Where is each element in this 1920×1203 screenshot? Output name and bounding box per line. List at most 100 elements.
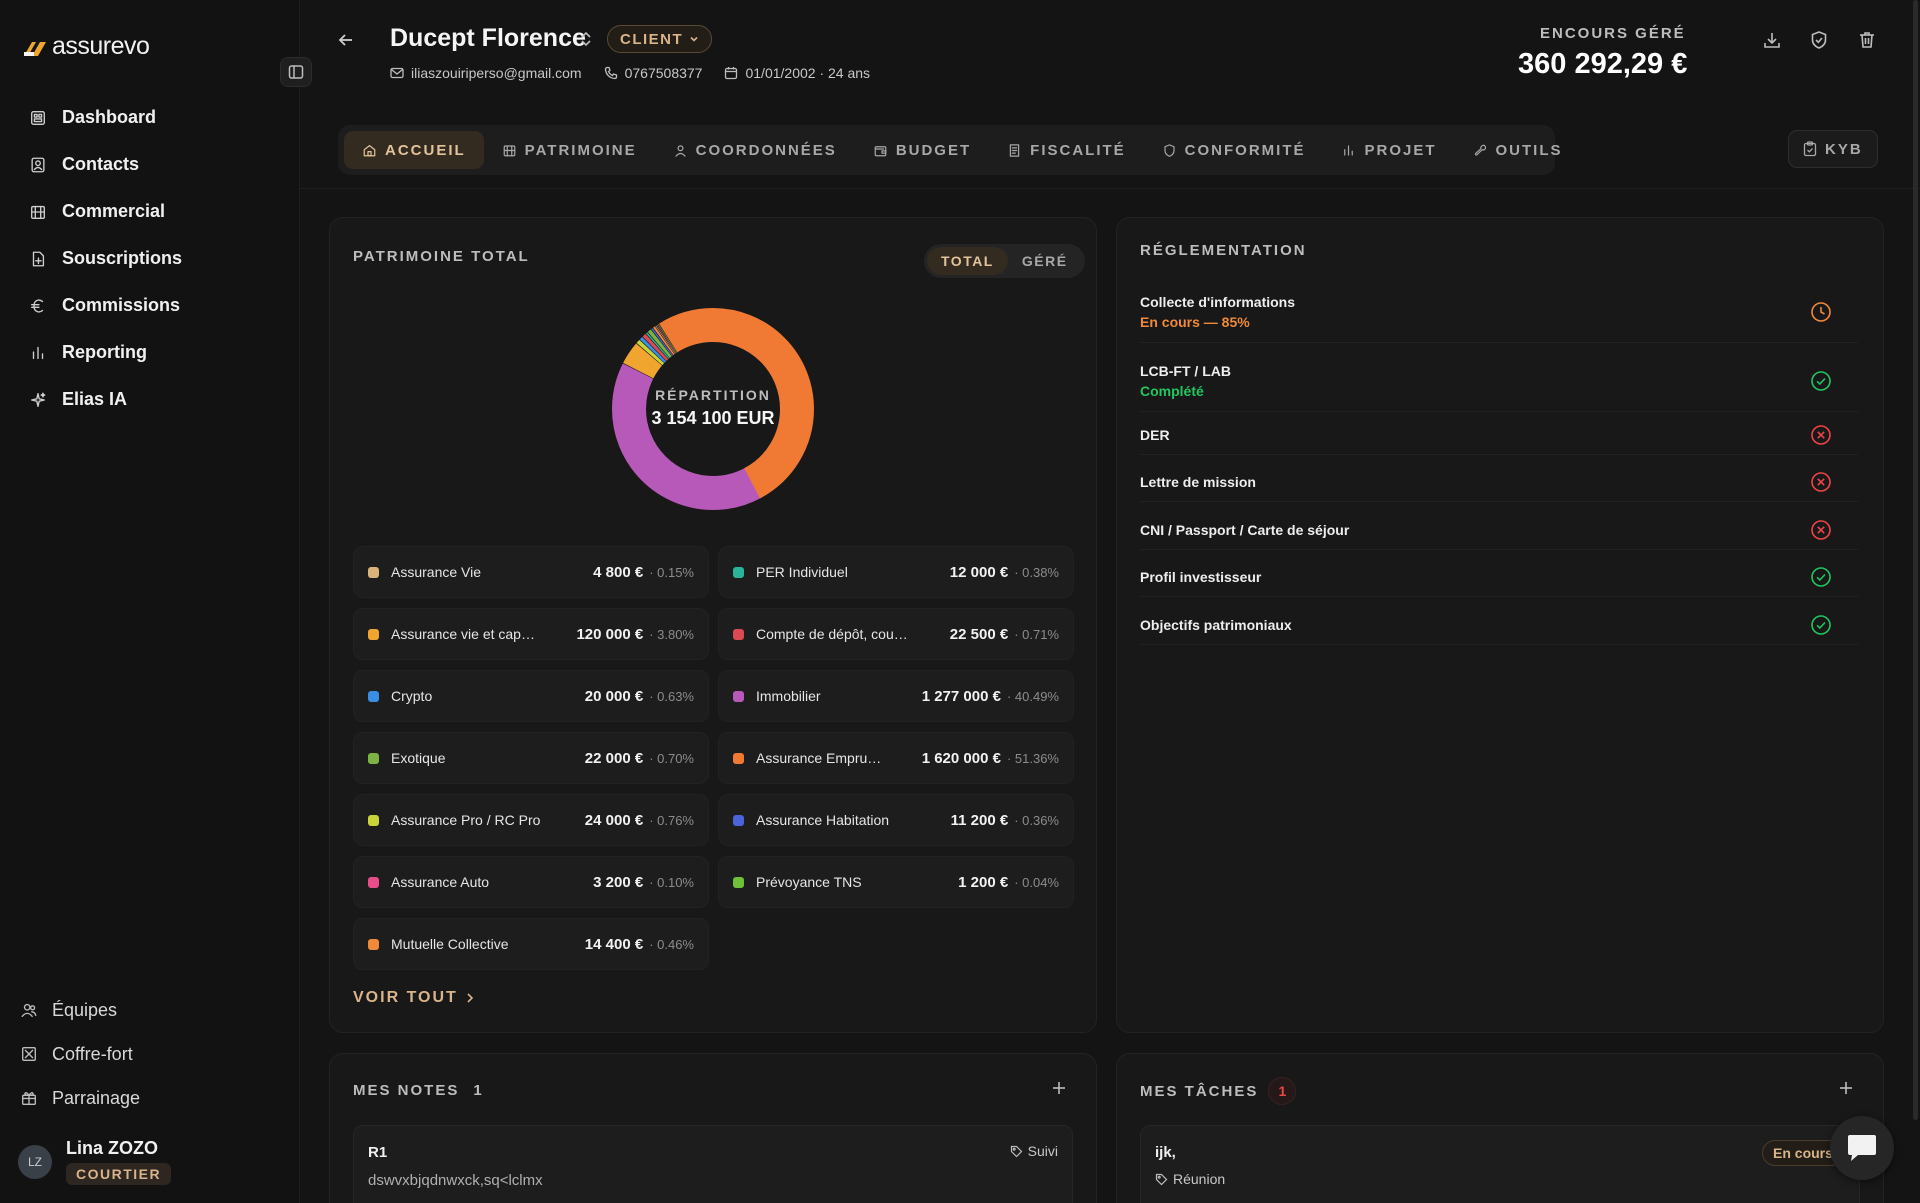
building-icon xyxy=(28,202,48,222)
reglementation-item[interactable]: Lettre de mission xyxy=(1140,462,1858,502)
asset-row[interactable]: Prévoyance TNS 1 200 € · 0.04% xyxy=(718,856,1074,908)
asset-percent: · 0.10% xyxy=(649,874,694,890)
sidebar-item-commercial[interactable]: Commercial xyxy=(24,188,284,235)
donut-slice[interactable] xyxy=(612,308,814,510)
asset-row[interactable]: Assurance Vie 4 800 € · 0.15% xyxy=(353,546,709,598)
tab-7[interactable]: PROJET xyxy=(1323,131,1454,169)
sparkles-icon xyxy=(31,392,46,407)
asset-percent: · 0.63% xyxy=(649,688,694,704)
asset-percent: · 0.76% xyxy=(649,812,694,828)
asset-row[interactable]: Assurance Habitation 11 200 € · 0.36% xyxy=(718,794,1074,846)
asset-color-dot xyxy=(733,628,744,640)
sidebar-item-dashboard[interactable]: Dashboard xyxy=(24,94,284,141)
asset-percent: · 0.15% xyxy=(649,564,694,580)
reglementation-item[interactable]: Profil investisseur xyxy=(1140,557,1858,597)
contacts-icon xyxy=(31,157,45,172)
asset-value: 11 200 € xyxy=(950,811,1009,829)
toggle-total[interactable]: TOTAL xyxy=(927,247,1008,275)
task-item[interactable]: ijk, Réunion xyxy=(1140,1125,1860,1203)
tab-label: BUDGET xyxy=(895,141,972,159)
file-plus-icon xyxy=(32,251,45,266)
add-task-button[interactable] xyxy=(1838,1080,1854,1096)
asset-value: 3 200 € xyxy=(593,873,644,891)
asset-name: Crypto xyxy=(391,688,433,704)
client-phone[interactable]: 0767508377 xyxy=(604,65,702,81)
sidebar-item-contacts[interactable]: Contacts xyxy=(24,141,284,188)
sidebar-bottom-item-1[interactable]: Équipes xyxy=(20,988,280,1032)
tab-8[interactable]: OUTILS xyxy=(1455,131,1581,169)
reglementation-item[interactable]: DER xyxy=(1140,415,1858,455)
bar-chart-icon xyxy=(28,343,48,363)
chat-launcher-button[interactable] xyxy=(1830,1116,1894,1180)
asset-row[interactable]: Exotique 22 000 € · 0.70% xyxy=(353,732,709,784)
download-button[interactable] xyxy=(1762,30,1782,50)
asset-row[interactable]: Assurance Pro / RC Pro 24 000 € · 0.76% xyxy=(353,794,709,846)
arrow-left-icon xyxy=(338,34,352,46)
bar-chart-icon xyxy=(32,346,44,359)
sidebar-item-label: Commercial xyxy=(62,201,166,221)
asset-value: 1 277 000 € xyxy=(921,687,1001,705)
reglementation-item[interactable]: LCB-FT / LAB Complété xyxy=(1140,350,1858,412)
asset-row[interactable]: Compte de dépôt, cou… 22 500 € · 0.71% xyxy=(718,608,1074,660)
delete-button[interactable] xyxy=(1857,30,1877,50)
compliance-button[interactable] xyxy=(1809,30,1829,50)
notes-title: MES NOTES xyxy=(353,1082,460,1099)
x-circle-icon xyxy=(1811,424,1831,445)
tab-2[interactable]: PATRIMOINE xyxy=(484,131,655,169)
donut-slice[interactable] xyxy=(612,308,814,510)
asset-name: Assurance Pro / RC Pro xyxy=(391,812,541,828)
sparkles-icon xyxy=(28,390,48,410)
voir-tout-link[interactable]: VOIR TOUT xyxy=(353,989,474,1007)
chevron-down-icon xyxy=(690,36,698,42)
tab-4[interactable]: BUDGET xyxy=(855,131,989,169)
sidebar-collapse-button[interactable] xyxy=(280,57,312,87)
client-switch-button[interactable] xyxy=(579,30,593,48)
asset-color-dot xyxy=(368,814,379,826)
asset-row[interactable]: Assurance Empru… 1 620 000 € · 51.36% xyxy=(718,732,1074,784)
add-note-button[interactable] xyxy=(1051,1080,1067,1096)
asset-row[interactable]: Mutuelle Collective 14 400 € · 0.46% xyxy=(353,918,709,970)
clock-icon xyxy=(1811,301,1831,322)
kyb-button[interactable]: KYB xyxy=(1788,130,1878,168)
back-button[interactable] xyxy=(336,30,356,50)
reglementation-item[interactable]: CNI / Passport / Carte de séjour xyxy=(1140,510,1858,550)
reglementation-name: Collecte d'informations xyxy=(1140,293,1296,310)
client-type-badge[interactable]: CLIENT xyxy=(607,25,713,53)
asset-row[interactable]: PER Individuel 12 000 € · 0.38% xyxy=(718,546,1074,598)
x-circle-icon xyxy=(1811,519,1831,540)
tab-6[interactable]: CONFORMITÉ xyxy=(1144,131,1324,169)
tab-label: PROJET xyxy=(1364,141,1437,159)
page-scrollbar[interactable] xyxy=(1913,0,1918,1120)
tab-label: FISCALITÉ xyxy=(1030,141,1126,159)
sidebar-bottom-item-2[interactable]: Coffre-fort xyxy=(20,1032,280,1076)
sidebar-item-commissions[interactable]: Commissions xyxy=(24,282,284,329)
client-email[interactable]: iliaszouiriperso@gmail.com xyxy=(390,65,582,81)
reglementation-status-icon xyxy=(1810,471,1832,493)
tab-5[interactable]: FISCALITÉ xyxy=(989,131,1144,169)
asset-row[interactable]: Assurance Auto 3 200 € · 0.10% xyxy=(353,856,709,908)
reglementation-item[interactable]: Collecte d'informations En cours — 85% xyxy=(1140,281,1858,343)
logo[interactable]: assurevo xyxy=(22,32,150,61)
asset-color-dot xyxy=(733,876,744,888)
asset-row[interactable]: Crypto 20 000 € · 0.63% xyxy=(353,670,709,722)
sidebar-item-reporting[interactable]: Reporting xyxy=(24,329,284,376)
asset-row[interactable]: Immobilier 1 277 000 € · 40.49% xyxy=(718,670,1074,722)
patrimoine-donut-chart xyxy=(612,308,814,510)
note-item[interactable]: R1 Suivi dswvxbjqdnwxck,sq<lclmx xyxy=(353,1125,1073,1203)
asset-percent: · 0.71% xyxy=(1014,626,1059,642)
reglementation-item[interactable]: Objectifs patrimoniaux xyxy=(1140,605,1858,645)
user-profile[interactable]: LZ Lina ZOZO COURTIER xyxy=(18,1138,172,1185)
sidebar-item-souscriptions[interactable]: Souscriptions xyxy=(24,235,284,282)
toggle-gere[interactable]: GÉRÉ xyxy=(1021,253,1068,269)
tab-3[interactable]: COORDONNÉES xyxy=(655,131,855,169)
tab-1[interactable]: ACCUEIL xyxy=(344,131,484,169)
sidebar-bottom-item-3[interactable]: Parrainage xyxy=(20,1076,280,1120)
phone-icon xyxy=(604,66,617,80)
shield-check-icon xyxy=(1811,31,1827,49)
asset-color-dot xyxy=(368,566,379,578)
client-meta: iliaszouiriperso@gmail.com 0767508377 01… xyxy=(390,65,870,81)
asset-color-dot xyxy=(368,628,379,640)
sidebar-item-elias-ia[interactable]: Elias IA xyxy=(24,376,284,423)
asset-row[interactable]: Assurance vie et cap… 120 000 € · 3.80% xyxy=(353,608,709,660)
users-icon xyxy=(20,1001,38,1019)
